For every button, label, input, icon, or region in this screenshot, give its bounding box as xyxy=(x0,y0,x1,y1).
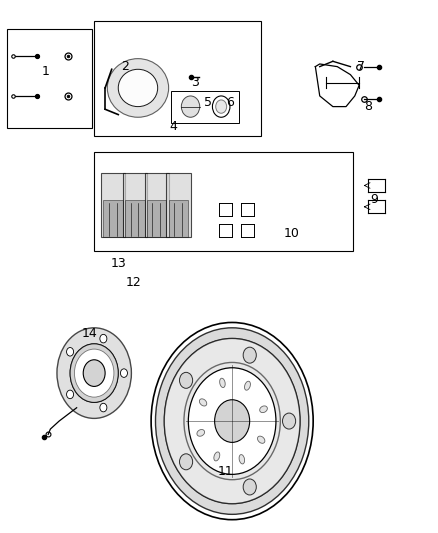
Ellipse shape xyxy=(258,436,265,443)
Text: 5: 5 xyxy=(205,96,212,109)
Text: 2: 2 xyxy=(121,60,129,73)
Circle shape xyxy=(57,328,131,418)
Bar xyxy=(94,21,261,136)
Ellipse shape xyxy=(220,378,225,387)
Ellipse shape xyxy=(118,69,158,107)
Ellipse shape xyxy=(260,406,267,413)
Text: 9: 9 xyxy=(371,193,378,206)
Text: 7: 7 xyxy=(357,60,365,73)
Circle shape xyxy=(180,454,193,470)
Circle shape xyxy=(67,390,74,399)
Ellipse shape xyxy=(107,59,169,117)
Bar xyxy=(101,173,125,237)
Circle shape xyxy=(188,368,276,474)
Circle shape xyxy=(83,360,105,386)
Circle shape xyxy=(164,338,300,504)
Text: 3: 3 xyxy=(191,76,199,89)
Circle shape xyxy=(100,403,107,412)
Ellipse shape xyxy=(181,96,200,117)
Bar xyxy=(166,173,191,237)
Text: 1: 1 xyxy=(42,66,50,78)
Text: 10: 10 xyxy=(283,227,299,240)
Text: 14: 14 xyxy=(82,327,98,340)
Bar xyxy=(125,200,145,237)
Ellipse shape xyxy=(197,430,205,436)
Ellipse shape xyxy=(239,455,244,464)
Bar xyxy=(103,200,123,237)
Text: 8: 8 xyxy=(364,100,372,113)
Circle shape xyxy=(67,348,74,356)
Circle shape xyxy=(180,373,193,389)
Circle shape xyxy=(243,479,256,495)
Bar xyxy=(171,91,239,123)
Ellipse shape xyxy=(214,452,220,461)
Circle shape xyxy=(215,400,250,442)
Bar xyxy=(147,200,166,237)
Text: 12: 12 xyxy=(126,276,141,289)
Ellipse shape xyxy=(184,362,280,480)
Circle shape xyxy=(120,369,127,377)
Circle shape xyxy=(283,413,296,429)
Circle shape xyxy=(243,347,256,363)
Circle shape xyxy=(100,334,107,343)
Text: 6: 6 xyxy=(226,96,234,109)
Bar xyxy=(7,29,92,128)
Text: 11: 11 xyxy=(218,465,233,478)
Ellipse shape xyxy=(244,381,251,390)
Ellipse shape xyxy=(199,399,207,406)
Circle shape xyxy=(70,344,118,402)
Bar xyxy=(145,173,169,237)
Bar xyxy=(123,173,147,237)
Text: 4: 4 xyxy=(170,120,177,133)
Ellipse shape xyxy=(212,96,230,117)
Bar xyxy=(169,200,188,237)
Text: 13: 13 xyxy=(110,257,126,270)
Ellipse shape xyxy=(215,100,227,114)
Bar xyxy=(94,152,353,251)
